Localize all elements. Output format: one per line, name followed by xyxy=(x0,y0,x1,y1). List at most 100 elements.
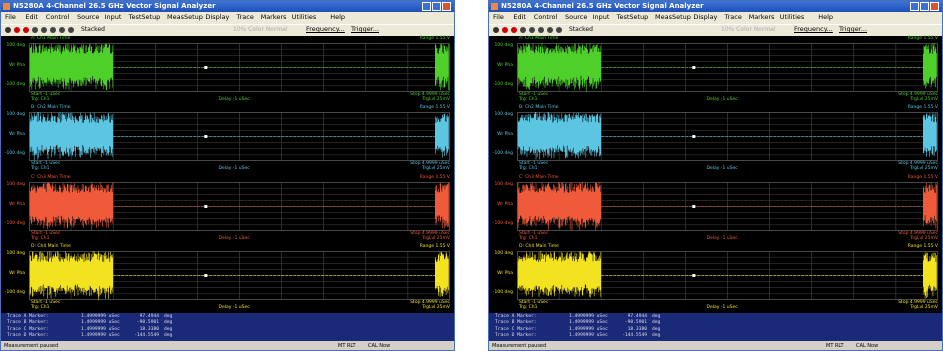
marker-y: -90.5901 xyxy=(136,320,159,326)
marker-trace: Trace C Marker: xyxy=(7,326,49,332)
window-button[interactable] xyxy=(432,2,441,11)
marker-y: -144.5549 xyxy=(134,332,159,338)
y-bottom-label: -100 deg xyxy=(492,82,513,87)
menu-item[interactable]: Utilities xyxy=(291,13,317,21)
marker-x: 1.4999999 uSec xyxy=(569,320,608,326)
toolbar-button[interactable] xyxy=(529,27,535,33)
window-button[interactable] xyxy=(930,2,939,11)
window-button[interactable] xyxy=(442,2,451,11)
toolbar-button[interactable] xyxy=(50,27,56,33)
toolbar-button[interactable] xyxy=(59,27,65,33)
delay-label: Delay -1 uSec xyxy=(706,97,738,102)
start-label: Start -1 uSec xyxy=(31,92,61,97)
y-top-label: 100 deg xyxy=(494,250,513,256)
delay-label: Delay -1 uSec xyxy=(218,235,250,241)
menu-item[interactable]: Help xyxy=(818,13,834,21)
toolbar-button[interactable]: Frequency... xyxy=(306,25,345,33)
trace-title: D: Ch4 Main Time xyxy=(31,243,71,249)
status-text: Measurement paused xyxy=(4,343,59,349)
marker-x: 1.4999999 uSec xyxy=(81,332,120,338)
status-text: CAL Now xyxy=(368,343,391,349)
marker-x: 1.4999999 uSec xyxy=(81,320,120,326)
menu-item[interactable]: Source xyxy=(77,13,100,21)
menu-item[interactable]: TestSetup xyxy=(616,13,649,21)
toolbar-button[interactable] xyxy=(502,27,508,33)
menu-item[interactable]: Trace xyxy=(236,13,254,21)
marker-unit: deg xyxy=(652,326,661,332)
menu-item[interactable]: Control xyxy=(533,13,558,21)
y-axis-label: Wr Pha xyxy=(9,132,25,138)
menu-item[interactable]: Trace xyxy=(724,13,742,21)
toolbar-dropdown[interactable]: Stacked xyxy=(569,26,593,33)
marker-y: -90.5901 xyxy=(624,320,647,326)
toolbar-button[interactable] xyxy=(14,27,20,33)
menu-item[interactable]: Edit xyxy=(513,13,526,21)
marker-x: 1.4999999 uSec xyxy=(569,326,608,332)
menu-item[interactable]: Control xyxy=(45,13,70,21)
status-text: MT RLT xyxy=(826,343,844,349)
menu-item[interactable]: Help xyxy=(330,13,346,21)
toolbar-dropdown[interactable]: 10% Color Normal xyxy=(233,26,288,33)
menu-item[interactable]: MeasSetup xyxy=(655,13,691,21)
toolbar-button[interactable]: Frequency... xyxy=(794,25,833,33)
trigger-label: Trg: Ch1 xyxy=(519,235,538,241)
waveform xyxy=(517,181,937,230)
toolbar-button[interactable] xyxy=(520,27,526,33)
menu-item[interactable]: Edit xyxy=(25,13,38,21)
toolbar-button[interactable] xyxy=(5,27,11,33)
trace-plot xyxy=(517,250,938,300)
y-top-label: 100 deg xyxy=(494,43,513,48)
menu-item[interactable]: Display xyxy=(693,13,718,21)
menu-item[interactable]: MeasSetup xyxy=(167,13,203,21)
window-button[interactable] xyxy=(422,2,431,11)
toolbar-button[interactable] xyxy=(68,27,74,33)
start-label: Start -1 uSec xyxy=(519,161,549,167)
trigger-label: Trg: Ch1 xyxy=(519,304,538,310)
window-button[interactable] xyxy=(910,2,919,11)
toolbar-button[interactable]: Trigger... xyxy=(839,25,868,33)
start-label: Start -1 uSec xyxy=(31,299,61,305)
toolbar-button[interactable] xyxy=(538,27,544,33)
trace-plot xyxy=(29,181,450,231)
marker-y: 18.3380 xyxy=(139,326,159,332)
stop-label: Stop 4.9999 uSec xyxy=(410,299,450,305)
marker-trace: Trace A Marker: xyxy=(495,314,537,319)
toolbar-button[interactable] xyxy=(41,27,47,33)
toolbar-button[interactable] xyxy=(32,27,38,33)
trig-level-label: TrgLvl 25mV xyxy=(910,304,938,310)
trace-range: Range 1.55 V xyxy=(419,36,450,41)
trace-title: A: Ch1 Main Time xyxy=(31,36,71,41)
toolbar-button[interactable] xyxy=(23,27,29,33)
toolbar-dropdown[interactable]: 10% Color Normal xyxy=(721,26,776,33)
stop-label: Stop 4.9999 uSec xyxy=(898,161,938,167)
toolbar-button[interactable] xyxy=(556,27,562,33)
trace-range: Range 1.55 V xyxy=(419,174,450,180)
trace-title: D: Ch4 Main Time xyxy=(519,243,559,249)
trace-area: A: Ch1 Main Time Range 1.55 V 100 deg Wr Ph… xyxy=(489,36,942,313)
toolbar-button[interactable] xyxy=(511,27,517,33)
status-text: Measurement paused xyxy=(492,343,547,349)
start-label: Start -1 uSec xyxy=(31,230,61,236)
menu-item[interactable]: Source xyxy=(565,13,588,21)
y-axis-label: Wr Pha xyxy=(497,132,513,138)
trigger-label: Trg: Ch1 xyxy=(519,97,538,102)
menu-item[interactable]: File xyxy=(5,13,16,21)
toolbar-button[interactable] xyxy=(493,27,499,33)
toolbar-button[interactable]: Trigger... xyxy=(351,25,380,33)
toolbar: Stacked 10% Color Normal Frequency... Trigg… xyxy=(1,24,454,36)
marker xyxy=(204,135,208,139)
toolbar-dropdown[interactable]: Stacked xyxy=(81,26,105,33)
menu-item[interactable]: Utilities xyxy=(779,13,805,21)
menu-item[interactable]: Input xyxy=(104,13,122,21)
toolbar-button[interactable] xyxy=(547,27,553,33)
y-axis-label: Wr Pha xyxy=(9,201,25,207)
menu-item[interactable]: Display xyxy=(205,13,230,21)
y-axis-label: Wr Pha xyxy=(497,201,513,207)
trace-title: B: Ch2 Main Time xyxy=(31,105,71,111)
menu-item[interactable]: Markers xyxy=(260,13,287,21)
window-button[interactable] xyxy=(920,2,929,11)
menu-item[interactable]: Markers xyxy=(748,13,775,21)
menu-item[interactable]: File xyxy=(493,13,504,21)
menu-item[interactable]: Input xyxy=(592,13,610,21)
menu-item[interactable]: TestSetup xyxy=(128,13,161,21)
